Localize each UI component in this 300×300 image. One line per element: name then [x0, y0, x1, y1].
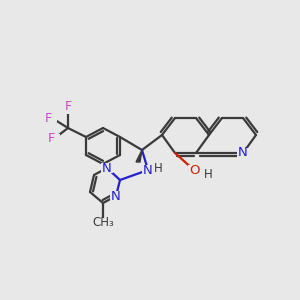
Text: N: N [111, 190, 121, 202]
Text: N: N [238, 146, 248, 160]
Bar [50, 134, 60, 142]
Text: O: O [189, 164, 199, 176]
Bar [142, 165, 154, 175]
Bar [47, 114, 57, 122]
Text: H: H [154, 163, 162, 176]
Text: N: N [102, 161, 112, 175]
Text: N: N [143, 164, 153, 176]
Bar [110, 191, 122, 201]
Bar [204, 171, 212, 179]
Text: F: F [64, 100, 72, 112]
Bar [237, 148, 249, 158]
Text: H: H [204, 169, 212, 182]
Bar [63, 106, 73, 114]
Bar [188, 165, 200, 175]
Text: F: F [47, 131, 55, 145]
Polygon shape [136, 150, 142, 162]
Bar [91, 218, 115, 228]
Text: CH₃: CH₃ [92, 217, 114, 230]
Bar [101, 163, 113, 173]
Text: F: F [44, 112, 52, 124]
